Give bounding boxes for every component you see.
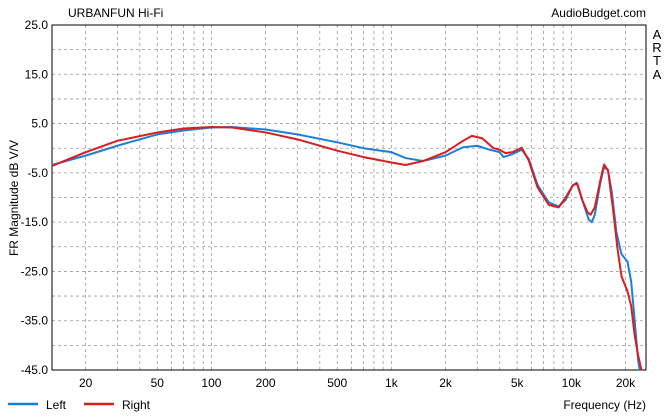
side-label: A R T A [652,27,661,82]
legend: Left Right [8,398,151,412]
x-axis-label: Frequency (Hz) [563,398,646,412]
x-tick-label: 10k [562,376,582,390]
source-label: AudioBudget.com [551,6,646,20]
y-axis-label: FR Magnitude dB V/V [7,140,21,256]
x-tick-label: 500 [327,376,347,390]
x-tick-label: 20k [616,376,636,390]
legend-label-right: Right [122,398,151,412]
x-tick-label: 100 [201,376,221,390]
side-letter: T [653,53,661,68]
series-layer [51,126,643,371]
side-letter: A [653,67,662,82]
x-tick-label: 50 [151,376,165,390]
plot-frame [51,24,647,371]
y-tick-label: -5.0 [27,166,48,180]
y-tick-label: -45.0 [21,363,49,377]
y-tick-label: -25.0 [21,264,49,278]
x-tick-label: 1k [385,376,399,390]
y-tick-label: 25.0 [25,18,49,32]
legend-label-left: Left [46,398,67,412]
tick-labels: 20 50 100 200 500 1k 2k 5k 10k 20k 25.0 15.0 5.0 -5.0… [21,18,637,390]
chart-title: URBANFUN Hi-Fi [68,6,163,20]
series-line-right [51,126,643,371]
y-tick-label: 5.0 [31,117,48,131]
y-tick-label: 15.0 [25,67,49,81]
side-letter: R [652,40,661,55]
y-tick-label: -35.0 [21,314,49,328]
y-tick-label: -15.0 [21,215,49,229]
x-tick-label: 20 [79,376,93,390]
x-tick-label: 2k [439,376,453,390]
grid-layer [52,25,646,370]
side-letter: A [653,27,662,42]
x-tick-label: 200 [256,376,276,390]
x-tick-label: 5k [511,376,525,390]
